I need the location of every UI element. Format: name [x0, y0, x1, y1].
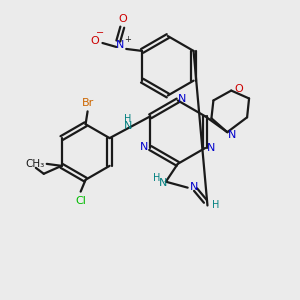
Text: Br: Br — [82, 98, 94, 108]
Text: H: H — [124, 114, 132, 124]
Text: N: N — [159, 178, 167, 188]
Text: H: H — [212, 200, 219, 211]
Text: CH₃: CH₃ — [25, 159, 44, 169]
Text: N: N — [140, 142, 148, 152]
Text: N: N — [189, 182, 198, 192]
Text: +: + — [124, 34, 131, 43]
Text: −: − — [96, 28, 104, 38]
Text: N: N — [228, 130, 236, 140]
Text: H: H — [153, 173, 161, 183]
Text: O: O — [90, 36, 99, 46]
Text: N: N — [207, 143, 215, 153]
Text: O: O — [118, 14, 127, 24]
Text: N: N — [116, 40, 124, 50]
Text: Cl: Cl — [75, 196, 86, 206]
Text: N: N — [178, 94, 186, 104]
Text: O: O — [235, 84, 244, 94]
Text: N: N — [124, 121, 132, 131]
